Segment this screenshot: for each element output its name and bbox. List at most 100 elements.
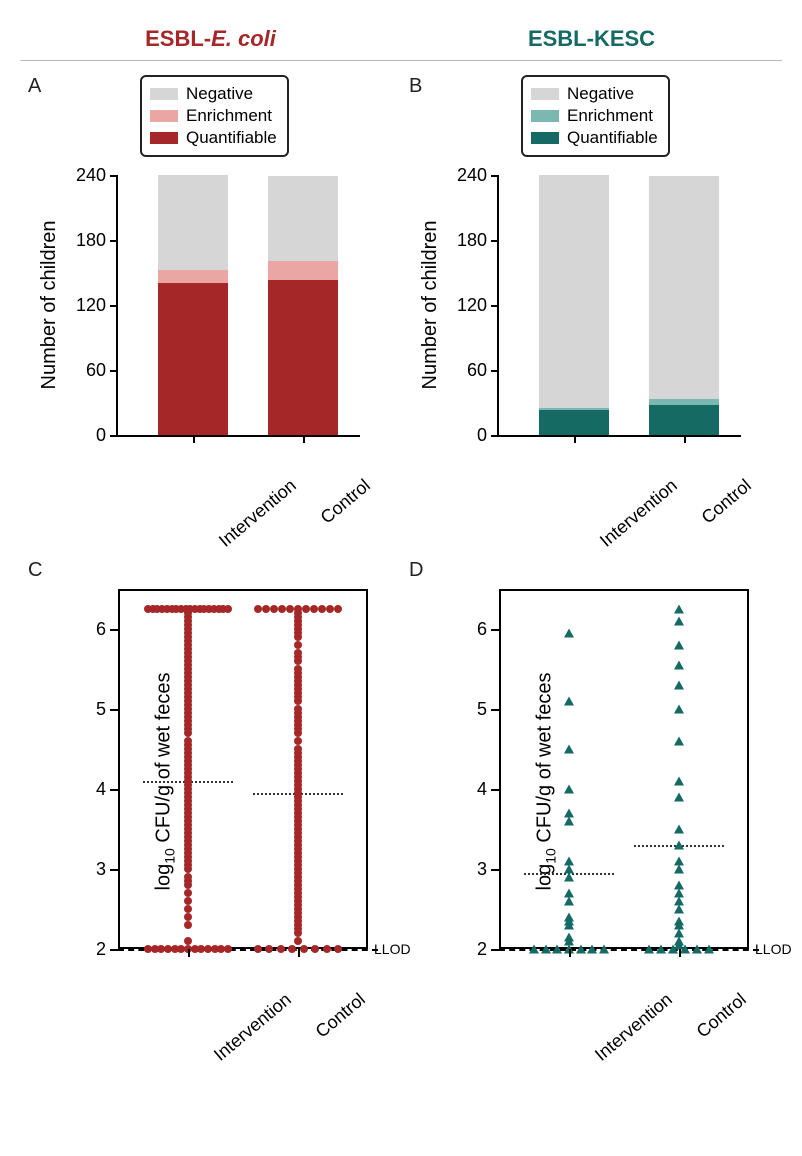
data-point bbox=[656, 945, 666, 954]
ytick-label: 3 bbox=[459, 859, 487, 880]
legend-label: Negative bbox=[567, 83, 634, 105]
y-axis-label: Number of children bbox=[419, 175, 442, 435]
data-point bbox=[184, 921, 192, 929]
ytick-label: 6 bbox=[78, 619, 106, 640]
data-point bbox=[326, 605, 334, 613]
x-category-label: Control bbox=[312, 989, 370, 1042]
data-point bbox=[286, 605, 294, 613]
legend-A: NegativeEnrichmentQuantifiable bbox=[140, 75, 289, 157]
data-point bbox=[270, 605, 278, 613]
data-point bbox=[674, 777, 684, 786]
row-scatter-panels: C 23456log10 CFU/g of wet fecesLLODInter… bbox=[20, 555, 782, 1059]
bar-segment-negative bbox=[649, 176, 719, 399]
data-point bbox=[564, 897, 574, 906]
ytick-label: 2 bbox=[459, 939, 487, 960]
legend-label: Negative bbox=[186, 83, 253, 105]
data-point bbox=[674, 793, 684, 802]
legend-item: Negative bbox=[531, 83, 658, 105]
data-point bbox=[564, 745, 574, 754]
llod-label: LLOD bbox=[755, 941, 792, 957]
data-point bbox=[294, 605, 302, 613]
ytick-label: 5 bbox=[459, 699, 487, 720]
ytick-label: 3 bbox=[78, 859, 106, 880]
x-category-label: Control bbox=[317, 475, 375, 528]
barplot-B: 060120180240Number of childrenInterventi… bbox=[409, 175, 774, 515]
data-point bbox=[674, 929, 684, 938]
data-point bbox=[288, 945, 296, 953]
legend-item: Enrichment bbox=[150, 105, 277, 127]
x-category-label: Intervention bbox=[591, 989, 677, 1066]
data-point bbox=[334, 605, 342, 613]
data-point bbox=[674, 705, 684, 714]
x-category-label: Intervention bbox=[596, 475, 682, 552]
scatterplot-C: 23456log10 CFU/g of wet fecesLLODInterve… bbox=[28, 579, 393, 1049]
bar-segment-negative bbox=[268, 176, 338, 261]
data-point bbox=[294, 705, 302, 713]
data-point bbox=[564, 933, 574, 942]
row-bar-panels: A NegativeEnrichmentQuantifiable 0601201… bbox=[20, 71, 782, 525]
legend-item: Enrichment bbox=[531, 105, 658, 127]
data-point bbox=[254, 605, 262, 613]
legend-item: Quantifiable bbox=[531, 127, 658, 149]
data-point bbox=[564, 857, 574, 866]
data-point bbox=[541, 945, 551, 954]
data-point bbox=[599, 945, 609, 954]
data-point bbox=[564, 629, 574, 638]
data-point bbox=[674, 605, 684, 614]
legend-label: Enrichment bbox=[186, 105, 272, 127]
data-point bbox=[674, 865, 684, 874]
data-point bbox=[674, 737, 684, 746]
data-point bbox=[184, 937, 192, 945]
legend-swatch bbox=[531, 132, 559, 144]
data-point bbox=[674, 905, 684, 914]
data-point bbox=[311, 945, 319, 953]
panel-D: D 23456log10 CFU/g of wet fecesLLODInter… bbox=[401, 555, 782, 1059]
x-category-label: Intervention bbox=[210, 989, 296, 1066]
stacked-bar bbox=[649, 176, 719, 435]
data-point bbox=[552, 945, 562, 954]
barplot-A: 060120180240Number of childrenInterventi… bbox=[28, 175, 393, 515]
data-point bbox=[674, 841, 684, 850]
legend-B: NegativeEnrichmentQuantifiable bbox=[521, 75, 670, 157]
legend-label: Enrichment bbox=[567, 105, 653, 127]
figure-root: ESBL-E. coli ESBL-KESC A NegativeEnrichm… bbox=[20, 20, 782, 1059]
data-point bbox=[294, 665, 302, 673]
ytick-label: 2 bbox=[78, 939, 106, 960]
legend-swatch bbox=[531, 110, 559, 122]
data-point bbox=[302, 605, 310, 613]
legend-item: Quantifiable bbox=[150, 127, 277, 149]
legend-label: Quantifiable bbox=[567, 127, 658, 149]
column-titles: ESBL-E. coli ESBL-KESC bbox=[20, 20, 782, 61]
data-point bbox=[184, 737, 192, 745]
data-point bbox=[692, 945, 702, 954]
data-point bbox=[564, 913, 574, 922]
data-point bbox=[564, 873, 574, 882]
x-category-label: Intervention bbox=[215, 475, 301, 552]
legend-item: Negative bbox=[150, 83, 277, 105]
data-point bbox=[644, 945, 654, 954]
data-point bbox=[294, 745, 302, 753]
legend-swatch bbox=[150, 110, 178, 122]
stacked-bar bbox=[539, 175, 609, 435]
panel-A: A NegativeEnrichmentQuantifiable 0601201… bbox=[20, 71, 401, 525]
data-point bbox=[674, 897, 684, 906]
legend-swatch bbox=[150, 88, 178, 100]
data-point bbox=[334, 945, 342, 953]
panel-B: B NegativeEnrichmentQuantifiable 0601201… bbox=[401, 71, 782, 525]
data-point bbox=[674, 889, 684, 898]
panel-label-B: B bbox=[409, 75, 422, 98]
data-point bbox=[184, 873, 192, 881]
data-point bbox=[704, 945, 714, 954]
data-point bbox=[277, 945, 285, 953]
data-point bbox=[184, 913, 192, 921]
data-point bbox=[323, 945, 331, 953]
legend-swatch bbox=[150, 132, 178, 144]
title-esbl-kesc: ESBL-KESC bbox=[401, 20, 782, 60]
title-species: E. coli bbox=[211, 26, 276, 51]
data-point bbox=[184, 905, 192, 913]
data-point bbox=[564, 809, 574, 818]
ytick-label: 4 bbox=[78, 779, 106, 800]
data-point bbox=[576, 945, 586, 954]
data-point bbox=[674, 661, 684, 670]
data-point bbox=[294, 641, 302, 649]
